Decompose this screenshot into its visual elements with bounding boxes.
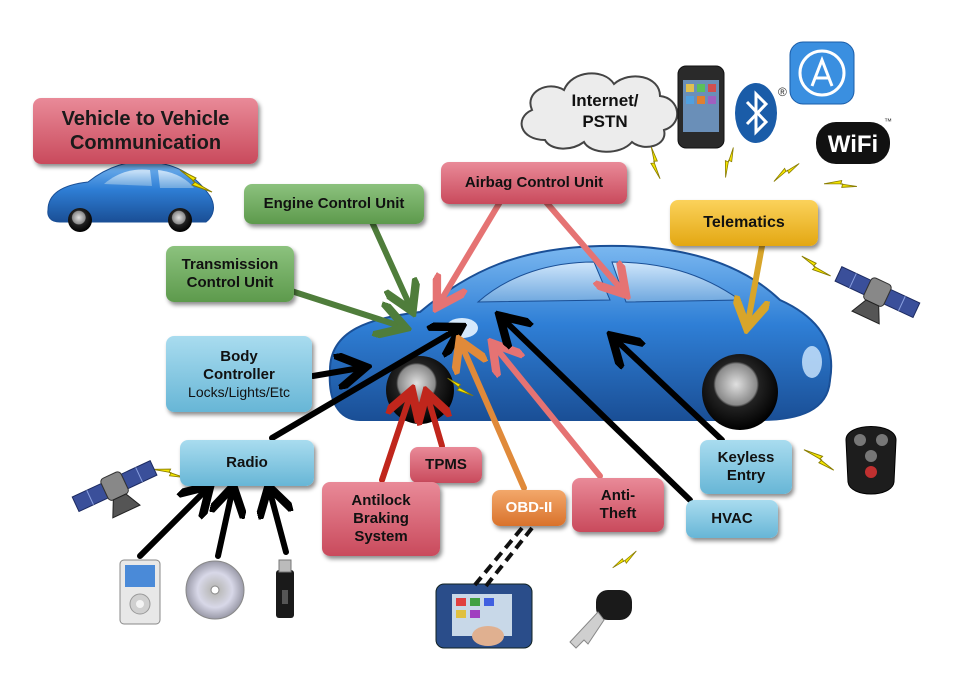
smartphone-icon [677, 65, 725, 149]
trademark-mark: ™ [884, 117, 892, 126]
hvac-box: HVAC [686, 500, 778, 538]
satellite-icon [832, 262, 922, 328]
telematics-label: Telematics [703, 214, 785, 232]
lightning-icon [612, 544, 637, 574]
telematics-box: Telematics [670, 200, 818, 246]
transmission-control-unit-box: Transmission Control Unit [166, 246, 294, 302]
ipod-icon [119, 559, 161, 625]
tcu-line1: Transmission [181, 256, 279, 273]
internet-pstn-label: Internet/ PSTN [530, 90, 680, 133]
abs-line1: Antilock [351, 492, 411, 509]
body-line1: Body [220, 347, 258, 365]
keyless-line1: Keyless [717, 449, 775, 466]
airbag-control-unit-box: Airbag Control Unit [441, 162, 627, 204]
lightning-icon [773, 156, 800, 189]
body-line3: Locks/Lights/Etc [188, 383, 290, 400]
v2v-line2: Communication [69, 132, 222, 154]
lightning-icon [823, 169, 858, 201]
obd-cable [472, 526, 524, 588]
anti-theft-box: Anti- Theft [572, 478, 664, 532]
registered-mark: ® [778, 85, 787, 99]
key-fob-icon [845, 426, 897, 495]
svg-text:WiFi: WiFi [828, 131, 878, 158]
obd-label: OBD-II [505, 499, 553, 516]
bluetooth-icon [735, 83, 777, 143]
obd-ii-box: OBD-II [492, 490, 566, 526]
scan-tool-icon [435, 583, 533, 649]
wifi-logo-icon: WiFi [816, 122, 890, 164]
radio-label: Radio [226, 454, 268, 471]
v2v-communication-box: Vehicle to Vehicle Communication [33, 98, 258, 164]
keyless-entry-box: Keyless Entry [700, 440, 792, 494]
antitheft-line1: Anti- [600, 487, 636, 504]
tpms-label: TPMS [425, 456, 467, 473]
v2v-line1: Vehicle to Vehicle [61, 108, 230, 130]
cd-hole [210, 585, 220, 595]
lightning-icon [801, 255, 832, 277]
usb-drive-icon [276, 559, 294, 618]
cloud-line2: PSTN [582, 112, 628, 132]
car-key-icon [569, 590, 632, 649]
lightning-icon [638, 146, 673, 180]
lightning-icon [803, 449, 835, 471]
abs-line2: Braking [353, 510, 409, 527]
internet-cloud [520, 72, 679, 153]
antilock-braking-system-box: Antilock Braking System [322, 482, 440, 556]
satellite-icon [70, 456, 160, 522]
hvac-label: HVAC [711, 510, 753, 527]
body-line2: Controller [203, 365, 275, 383]
cloud-line1: Internet/ [571, 91, 639, 110]
obd-cable [484, 526, 534, 588]
body-controller-box: Body Controller Locks/Lights/Etc [166, 336, 312, 412]
lightning-icon [716, 146, 743, 179]
app-store-icon [789, 41, 855, 105]
v2v-car [47, 161, 214, 232]
tpms-box: TPMS [410, 447, 482, 483]
ecu-label: Engine Control Unit [263, 195, 405, 212]
antitheft-line2: Theft [599, 505, 637, 522]
radio-box: Radio [180, 440, 314, 486]
airbag-label: Airbag Control Unit [464, 174, 604, 191]
abs-line3: System [354, 528, 408, 545]
tcu-line2: Control Unit [186, 274, 274, 291]
engine-control-unit-box: Engine Control Unit [244, 184, 424, 224]
keyless-line2: Entry [726, 467, 766, 484]
connection-arrows [137, 199, 762, 559]
